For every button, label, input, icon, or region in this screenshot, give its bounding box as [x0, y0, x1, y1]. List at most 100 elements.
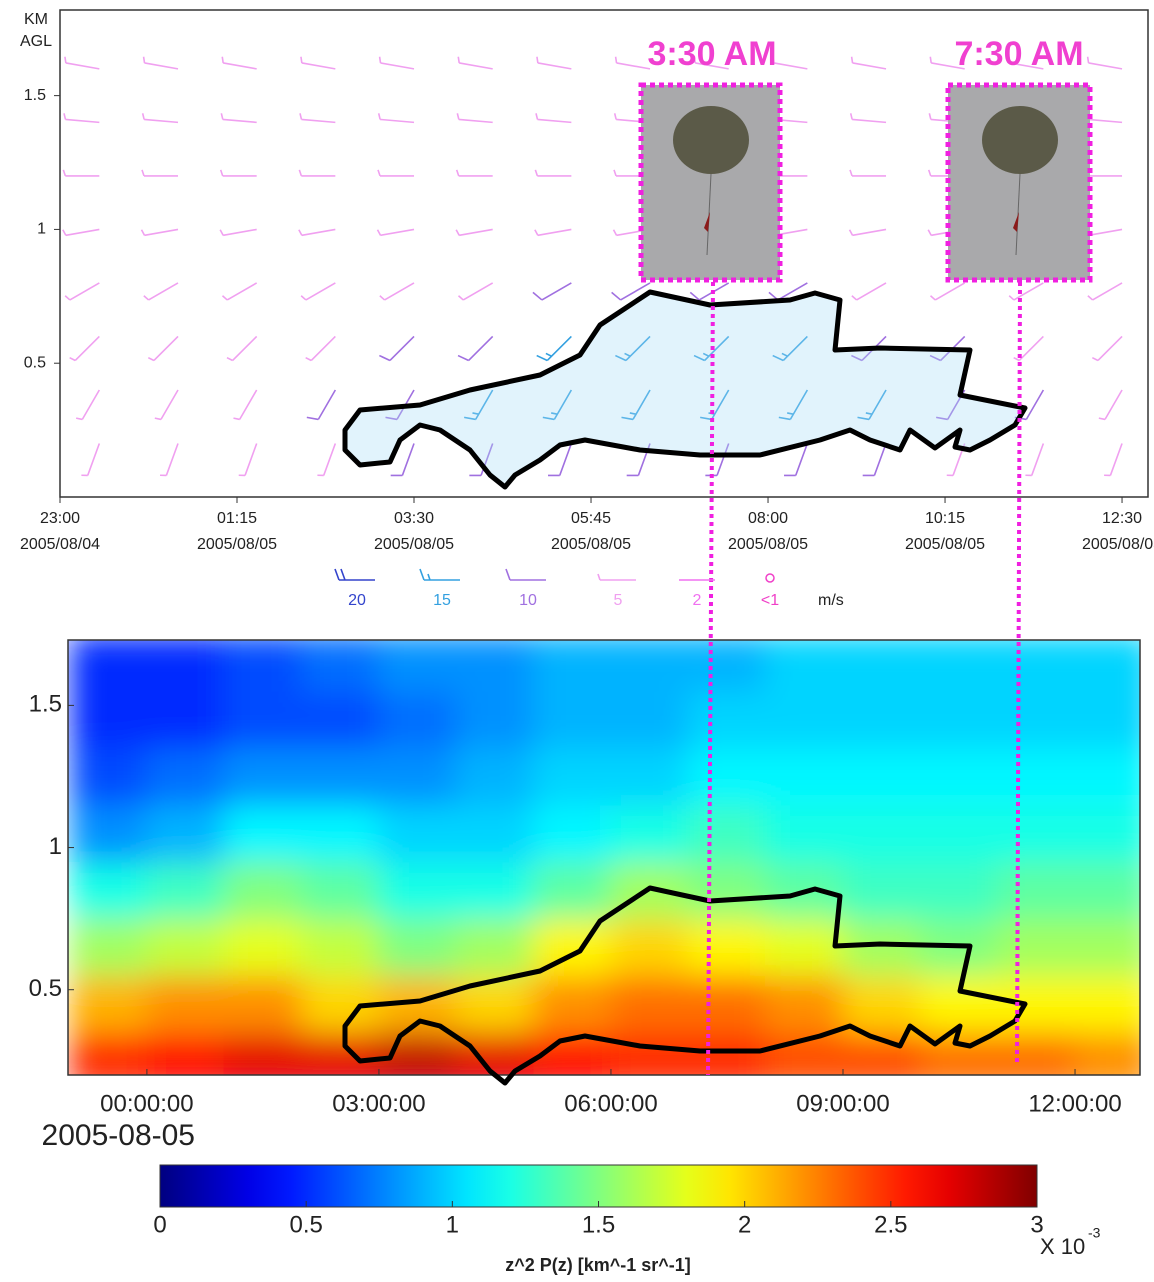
annotation: 3:30 AM [647, 35, 776, 73]
heat-cell [378, 804, 457, 863]
heat-cell [997, 804, 1076, 863]
heat-cell [687, 974, 767, 1033]
heat-cell [378, 918, 457, 976]
colorbar-exponent: -3 [1088, 1225, 1101, 1241]
heat-cell [1074, 747, 1140, 806]
legend-label: 10 [519, 592, 537, 609]
heat-cell [842, 640, 921, 692]
heat-cell [378, 690, 457, 749]
photo [638, 82, 783, 283]
wind-barb [238, 443, 258, 477]
wind-barb [69, 335, 100, 362]
heatmap-clip [69, 640, 1140, 1075]
heat-cell [378, 747, 457, 806]
annotation: 7:30 AM [954, 35, 1083, 73]
heat-cell [765, 918, 844, 976]
heat-cell [610, 747, 689, 806]
heat-cell [455, 974, 535, 1033]
heat-cell [146, 974, 225, 1033]
heat-cell [301, 861, 380, 920]
heat-cell [533, 974, 612, 1033]
wind-barb [226, 335, 258, 362]
heat-cell [919, 690, 999, 749]
wind-barb [850, 56, 887, 70]
boundary-contour [342, 885, 1028, 1086]
heat-cell [997, 747, 1076, 806]
heat-cell [842, 804, 921, 863]
heat-cell [455, 1031, 535, 1075]
heatmap-layer [69, 640, 1140, 1075]
heat-cell [69, 747, 148, 806]
heat-cell [69, 804, 148, 863]
heat-cell [455, 640, 535, 692]
heat-cell [997, 861, 1076, 920]
heat-cell [223, 861, 303, 920]
colorbar-label: z^2 P(z) [km^-1 sr^-1] [505, 1255, 691, 1275]
wind-barb [75, 389, 101, 421]
wind-barb [147, 335, 179, 362]
heat-cell [919, 747, 999, 806]
time-marker [1015, 281, 1022, 1066]
heat-cell [223, 747, 303, 806]
colorbar-tick-label: 1.5 [582, 1211, 615, 1238]
colorbar [159, 1164, 1038, 1208]
wind-barb [300, 56, 336, 70]
heat-cell [455, 804, 535, 863]
heat-cell [687, 918, 767, 976]
x-tick-label: 12:30 [1102, 510, 1142, 527]
heat-cell [687, 1031, 767, 1075]
heat-cell [1074, 861, 1140, 920]
heat-cell [919, 861, 999, 920]
wind-barb [143, 282, 179, 301]
wind-barb [532, 282, 572, 301]
wind-barb [457, 335, 494, 362]
wind-barb [62, 169, 100, 177]
heat-cell [378, 640, 457, 692]
wind-barb [64, 56, 100, 70]
heat-cell [533, 804, 612, 863]
x-tick-label: 09:00:00 [796, 1090, 889, 1117]
legend-barb [334, 568, 375, 581]
colorbar-tick-label: 0.5 [289, 1211, 322, 1238]
heat-cell [919, 804, 999, 863]
legend-calm [765, 573, 775, 583]
heat-cell [455, 918, 535, 976]
heat-cell [1074, 804, 1140, 863]
heat-cell [223, 690, 303, 749]
heat-cell [997, 1031, 1076, 1075]
heat-cell [765, 974, 844, 1033]
heat-cell [455, 747, 535, 806]
wind-barb [1086, 56, 1123, 70]
wind-barb [849, 113, 887, 124]
y-tick-label: 1.5 [29, 691, 62, 718]
colorbar-tick-label: 2.5 [874, 1211, 907, 1238]
heat-cell [223, 1031, 303, 1075]
heat-cell [533, 640, 612, 692]
wind-barb [298, 169, 336, 177]
heat-cell [610, 804, 689, 863]
heat-cell [301, 918, 380, 976]
heat-cell [610, 974, 689, 1033]
wind-barb [542, 389, 573, 421]
wind-barb [377, 113, 415, 124]
wind-barb [299, 113, 336, 124]
wind-barb [379, 282, 415, 301]
heat-cell [223, 974, 303, 1033]
y-tick-label: 0.5 [29, 975, 62, 1002]
wind-barb [621, 389, 651, 421]
x-tick-date: 2005/08/05 [551, 536, 631, 553]
heat-cell [223, 640, 303, 692]
wind-barb [772, 56, 808, 70]
wind-barb [929, 56, 965, 70]
heat-cell [765, 640, 844, 692]
wind-barb [376, 228, 415, 237]
wind-barb [548, 443, 573, 477]
x-tick-date: 2005/08/05 [374, 536, 454, 553]
heat-cell [378, 861, 457, 920]
heat-cell [223, 918, 303, 976]
wind-barb [317, 443, 337, 477]
legend-unit: m/s [818, 592, 844, 609]
x-tick-label: 23:00 [40, 510, 80, 527]
wind-barb [160, 443, 179, 477]
